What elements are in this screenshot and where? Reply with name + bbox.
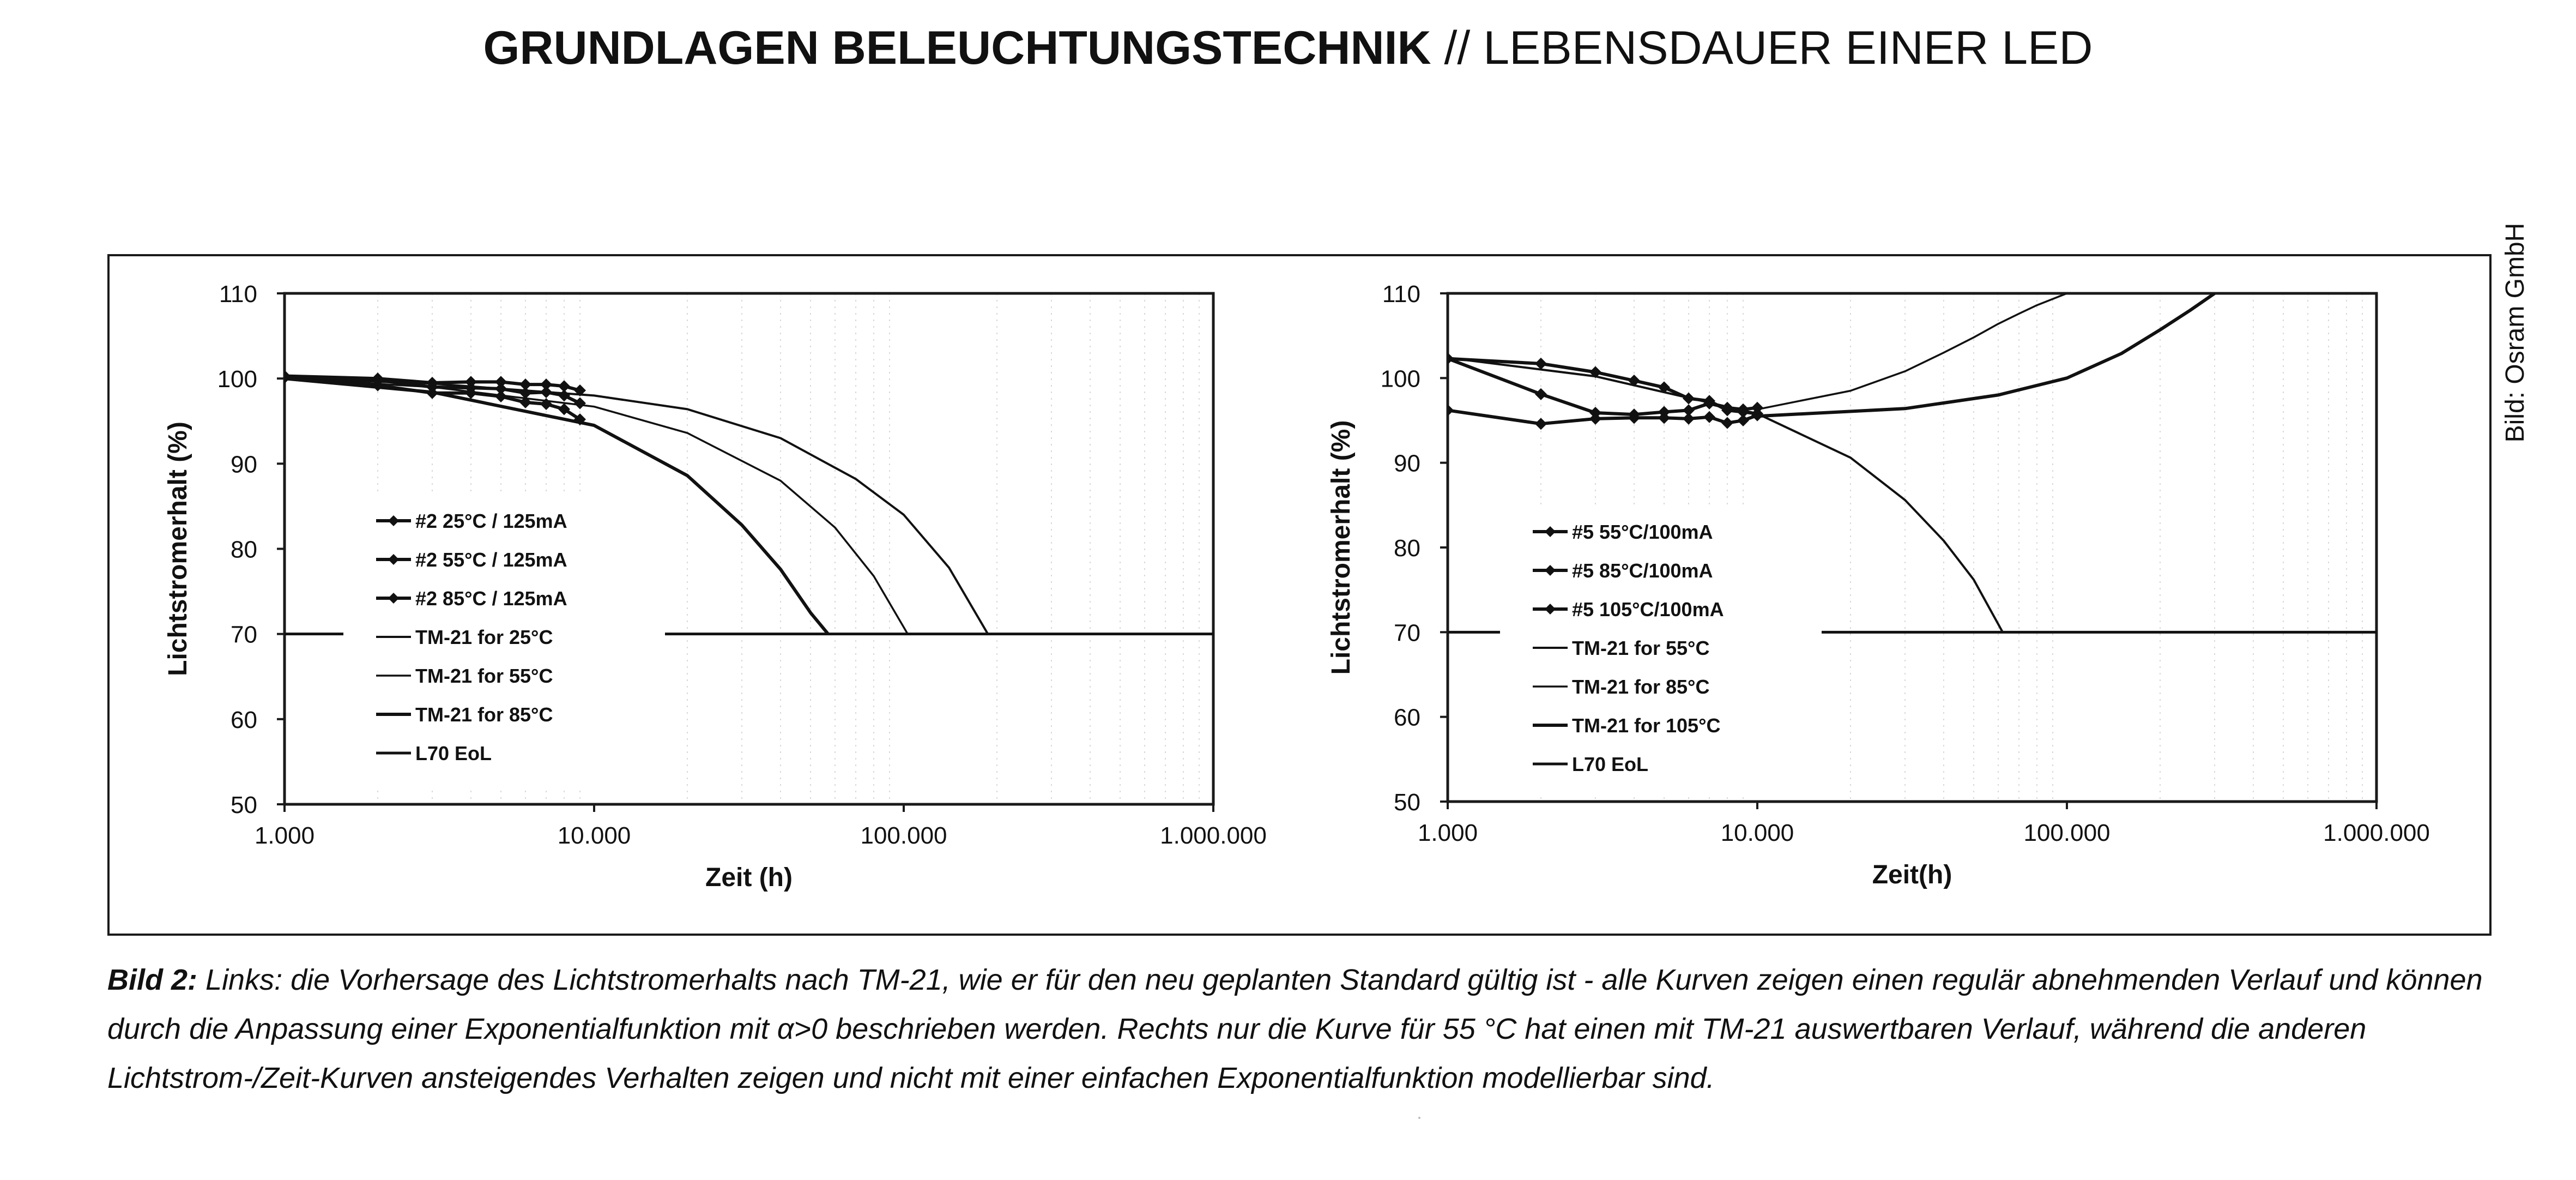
- right-data-point: [1534, 357, 1547, 370]
- right-data-point: [1737, 414, 1750, 426]
- page-header: GRUNDLAGEN BELEUCHTUNGSTECHNIK // LEBENS…: [0, 15, 2576, 81]
- right-legend-marker: [1545, 604, 1556, 615]
- left-legend-label: #2 55°C / 125mA: [415, 549, 567, 571]
- page-dot: [1418, 1117, 1420, 1119]
- figure-caption: Bild 2: Links: die Vorhersage des Lichts…: [107, 955, 2492, 1103]
- right-legend-label: #5 105°C/100mA: [1572, 598, 1724, 621]
- right-data-point: [1628, 412, 1640, 424]
- left-data-point: [558, 380, 570, 393]
- right-y-tick-label: 60: [1394, 705, 1420, 731]
- header-subtitle: LEBENSDAUER EINER LED: [1483, 22, 2093, 74]
- left-data-point: [495, 390, 507, 402]
- left-data-point: [495, 376, 507, 388]
- left-legend-label: #2 25°C / 125mA: [415, 510, 567, 532]
- left-y-tick-label: 90: [231, 451, 257, 478]
- right-legend-label: #5 85°C/100mA: [1572, 559, 1713, 582]
- right-series-line: [1757, 293, 2216, 418]
- right-series-line: [1448, 357, 1758, 416]
- left-x-tick-label: 1.000.000: [1160, 822, 1267, 849]
- left-data-point: [519, 378, 531, 391]
- left-y-tick-label: 50: [231, 792, 257, 818]
- image-credit: Bild: Osram GmbH: [2501, 222, 2530, 443]
- right-series-line: [1448, 357, 2004, 633]
- right-data-point: [1534, 418, 1547, 430]
- right-data-point: [1703, 411, 1716, 423]
- right-y-tick-label: 80: [1394, 535, 1420, 562]
- right-data-point: [1721, 417, 1733, 429]
- right-x-tick-label: 100.000: [2023, 820, 2110, 846]
- right-data-point: [1751, 401, 1763, 414]
- left-y-tick-label: 60: [231, 707, 257, 733]
- right-legend-background: [1516, 504, 1822, 797]
- right-y-axis-title: Lichtstromerhalt (%): [1327, 420, 1356, 675]
- left-legend-background: [360, 493, 665, 786]
- right-legend-label: TM-21 for 55°C: [1572, 637, 1709, 659]
- caption-label: Bild 2:: [107, 964, 198, 996]
- left-legend-marker: [388, 593, 399, 604]
- right-legend-label: #5 55°C/100mA: [1572, 521, 1713, 543]
- left-x-tick-label: 1.000: [255, 822, 315, 849]
- left-x-tick-label: 100.000: [860, 822, 947, 849]
- right-x-tick-label: 10.000: [1721, 820, 1794, 846]
- right-legend-label: L70 EoL: [1572, 753, 1648, 775]
- right-x-axis-title: Zeit(h): [1872, 860, 1952, 889]
- right-y-tick-label: 100: [1381, 365, 1420, 392]
- left-x-tick-label: 10.000: [558, 822, 631, 849]
- right-data-point: [1448, 404, 1454, 417]
- left-legend-label: TM-21 for 25°C: [415, 626, 553, 648]
- left-y-tick-label: 80: [231, 537, 257, 563]
- left-y-tick-label: 70: [231, 622, 257, 648]
- right-data-point: [1682, 412, 1695, 425]
- left-data-point: [540, 378, 553, 391]
- right-data-point: [1658, 412, 1671, 424]
- left-series-line: [285, 377, 989, 635]
- header-separator: //: [1444, 22, 1471, 74]
- left-legend-label: TM-21 for 85°C: [415, 703, 553, 726]
- right-y-tick-label: 110: [1382, 281, 1420, 308]
- left-series-group: [285, 370, 1213, 636]
- left-y-axis-title: Lichtstromerhalt (%): [164, 422, 192, 676]
- left-y-tick-label: 110: [219, 281, 257, 308]
- right-legend-marker: [1545, 526, 1556, 537]
- left-x-axis-title: Zeit (h): [705, 863, 793, 892]
- right-x-tick-label: 1.000: [1418, 820, 1478, 846]
- right-y-tick-label: 90: [1394, 450, 1420, 477]
- right-legend-label: TM-21 for 85°C: [1572, 676, 1709, 698]
- figure-frame: [107, 254, 2492, 936]
- right-data-point: [1682, 404, 1695, 417]
- right-series-line: [1448, 408, 1758, 426]
- right-data-point: [1534, 388, 1547, 400]
- left-data-point: [464, 387, 477, 399]
- right-legend-label: TM-21 for 105°C: [1572, 714, 1720, 737]
- left-legend-label: #2 85°C / 125mA: [415, 587, 567, 610]
- right-legend: #5 55°C/100mA #5 85°C/100mA #5 105°C/100mA…: [1516, 504, 1822, 797]
- right-y-tick-label: 70: [1394, 619, 1420, 646]
- right-series-group: [1448, 293, 2377, 634]
- caption-text: Links: die Vorhersage des Lichtstromerha…: [107, 964, 2483, 1094]
- right-x-tick-label: 1.000.000: [2323, 820, 2430, 846]
- left-legend-label: TM-21 for 55°C: [415, 665, 553, 687]
- left-data-point: [558, 403, 570, 416]
- right-y-tick-label: 50: [1394, 789, 1420, 816]
- left-legend-marker: [388, 515, 399, 526]
- left-legend: #2 25°C / 125mA #2 55°C / 125mA #2 85°C / …: [360, 493, 665, 786]
- left-legend-label: L70 EoL: [415, 742, 492, 764]
- left-series-line: [285, 377, 830, 635]
- header-title: GRUNDLAGEN BELEUCHTUNGSTECHNIK: [483, 22, 1431, 74]
- left-legend-marker: [388, 554, 399, 565]
- right-legend-marker: [1545, 565, 1556, 576]
- right-series-line: [1757, 293, 2067, 411]
- left-series-line: [285, 377, 909, 635]
- right-data-point: [1589, 412, 1602, 425]
- left-y-tick-label: 100: [217, 366, 257, 393]
